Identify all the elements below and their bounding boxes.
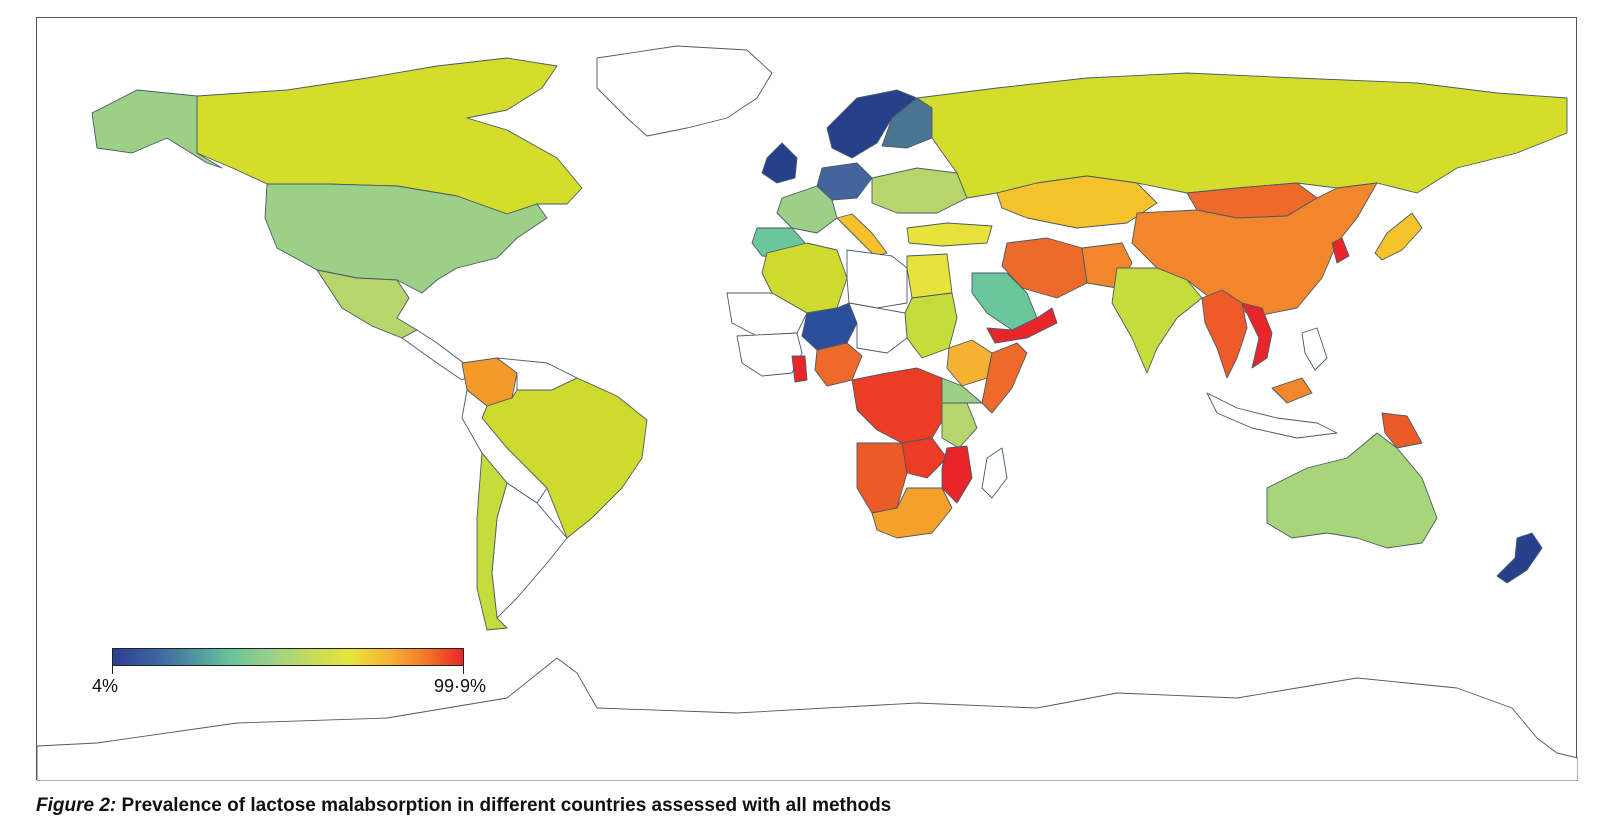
region-philippines[interactable] <box>1301 327 1328 371</box>
region-ghana[interactable] <box>791 355 808 383</box>
region-india[interactable] <box>1111 267 1203 374</box>
legend-min-label: 4% <box>92 676 119 696</box>
region-uk[interactable] <box>761 142 798 184</box>
figure-caption: Figure 2: Prevalence of lactose malabsor… <box>36 795 891 817</box>
region-west-africa-south[interactable] <box>736 332 803 377</box>
region-vietnam[interactable] <box>1241 302 1273 369</box>
region-korea[interactable] <box>1331 237 1350 264</box>
region-niger[interactable] <box>801 302 858 351</box>
region-southeast-asia[interactable] <box>1201 289 1248 379</box>
caption-text: Prevalence of lactose malabsorption in d… <box>121 795 892 816</box>
legend-max-label: 99·9% <box>434 676 487 696</box>
region-peru-bolivia[interactable] <box>461 389 548 504</box>
region-madagascar[interactable] <box>981 447 1008 499</box>
legend-tick-min <box>112 666 113 674</box>
region-south-africa[interactable] <box>871 487 953 539</box>
region-tanzania[interactable] <box>941 402 978 449</box>
region-somalia[interactable] <box>981 342 1028 414</box>
color-legend: 4% 99·9% <box>92 648 486 696</box>
region-papua-new-guinea[interactable] <box>1381 412 1423 449</box>
region-russia[interactable] <box>916 72 1568 199</box>
region-eastern-europe[interactable] <box>871 167 968 214</box>
region-japan[interactable] <box>1374 212 1423 261</box>
region-antarctica[interactable] <box>37 657 1578 781</box>
region-indonesia[interactable] <box>1206 392 1338 439</box>
caption-label: Figure 2: <box>36 795 117 816</box>
region-malaysia[interactable] <box>1271 377 1313 404</box>
region-east-africa[interactable] <box>941 377 983 404</box>
region-zambia-zimbabwe[interactable] <box>901 437 948 479</box>
legend-gradient-bar <box>112 648 464 666</box>
region-mexico[interactable] <box>316 269 418 339</box>
region-libya[interactable] <box>846 249 908 309</box>
region-congo[interactable] <box>851 367 948 444</box>
legend-tick-max <box>463 666 464 674</box>
region-chad[interactable] <box>848 302 908 354</box>
region-yemen[interactable] <box>986 307 1058 344</box>
region-turkey[interactable] <box>906 222 993 247</box>
world-map: 4% 99·9% <box>36 17 1578 781</box>
region-alaska[interactable] <box>91 89 223 169</box>
region-new-zealand[interactable] <box>1496 532 1543 584</box>
region-mozambique[interactable] <box>941 445 973 504</box>
region-greenland[interactable] <box>596 45 773 137</box>
region-egypt[interactable] <box>906 253 953 299</box>
region-ethiopia[interactable] <box>946 339 993 387</box>
region-iran[interactable] <box>1001 237 1088 299</box>
region-chile[interactable] <box>476 452 508 631</box>
region-usa[interactable] <box>264 183 548 294</box>
map-svg <box>37 45 1578 781</box>
region-italy[interactable] <box>836 213 888 257</box>
region-australia[interactable] <box>1266 432 1438 549</box>
region-france[interactable] <box>776 185 838 234</box>
